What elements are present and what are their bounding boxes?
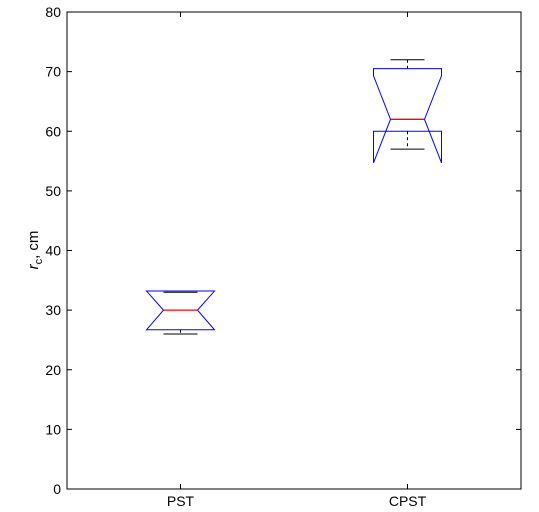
y-tick-label: 20 — [45, 362, 61, 378]
y-tick-label: 80 — [45, 4, 61, 20]
plot-frame — [66, 11, 522, 490]
plot-border — [66, 11, 522, 490]
y-tick-label: 50 — [45, 183, 61, 199]
box-cpst — [373, 59, 442, 164]
y-axis: 0 10 20 30 40 50 60 70 80 — [45, 4, 521, 497]
x-tick-label: PST — [167, 493, 195, 509]
y-tick-label: 40 — [45, 243, 61, 259]
y-tick-label: 30 — [45, 302, 61, 318]
y-tick-label: 0 — [53, 481, 61, 497]
y-tick-label: 60 — [45, 123, 61, 139]
box-outline — [373, 68, 442, 164]
x-tick-label: CPST — [389, 493, 427, 509]
y-axis-label: rc, cm — [25, 231, 45, 270]
x-axis: PST CPST — [167, 12, 427, 509]
y-tick-label: 10 — [45, 421, 61, 437]
y-tick-label: 70 — [45, 64, 61, 80]
box-pst — [145, 290, 216, 335]
boxes — [145, 59, 442, 335]
